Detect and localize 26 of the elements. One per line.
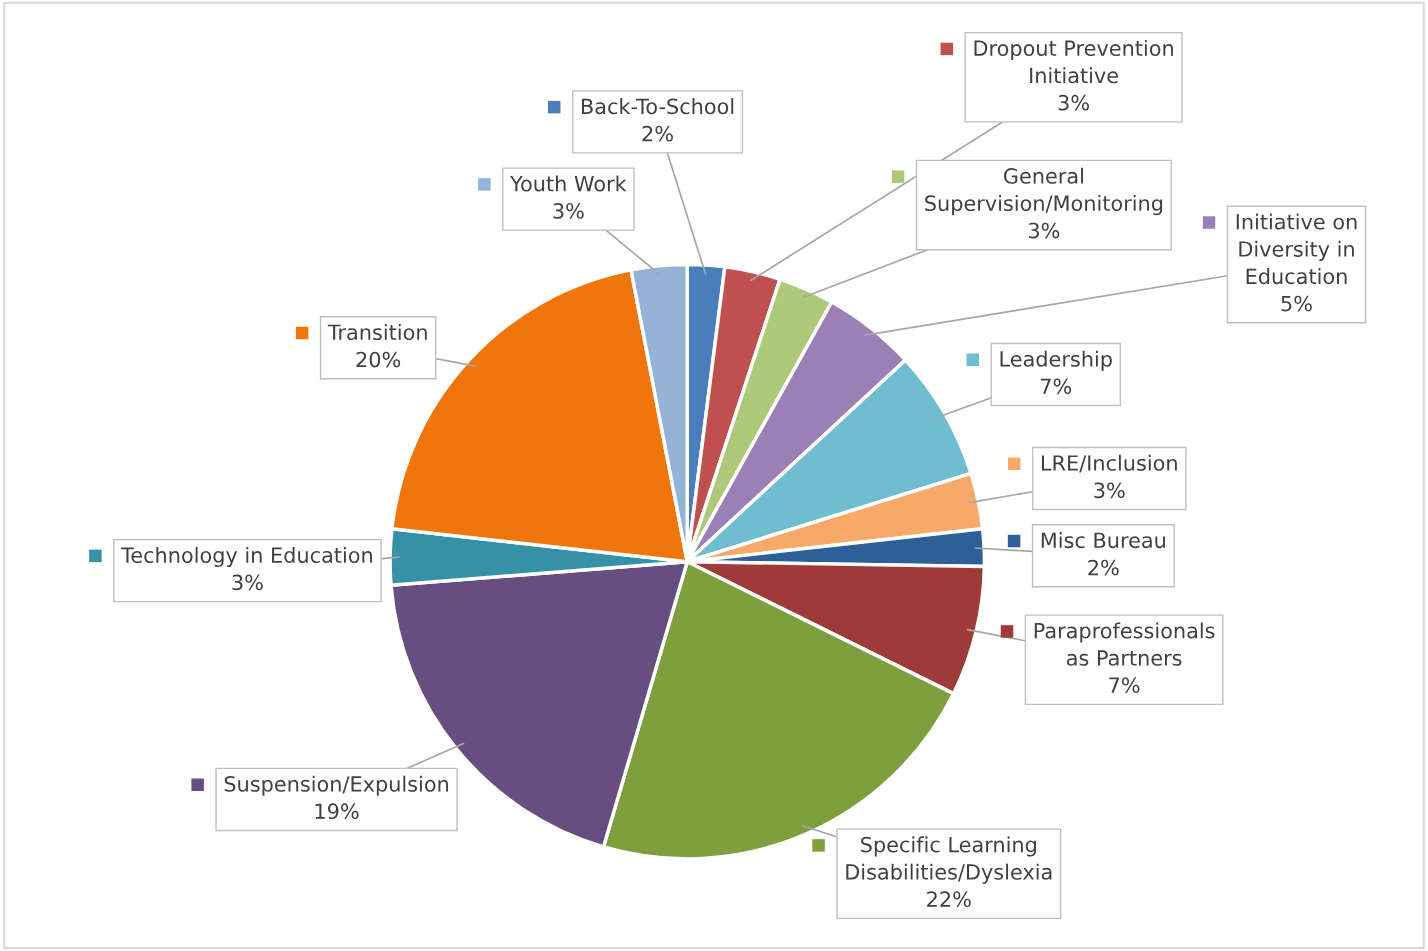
data-label: 19% [315, 803, 359, 820]
data-label: 3% [1058, 94, 1089, 111]
legend-label: Leadership [1000, 350, 1112, 371]
data-label: 3% [1028, 222, 1060, 239]
legend-label: Technology in Education [121, 546, 372, 568]
data-label: 3% [553, 203, 584, 219]
data-label: 7% [1109, 677, 1140, 694]
legend-label: Back-To-School [581, 98, 734, 115]
data-label: 3% [232, 574, 263, 591]
legend-label: Dropout Prevention Initiative [974, 39, 1173, 84]
data-label: 2% [642, 125, 673, 142]
data-label: 20% [356, 351, 401, 368]
legend-label: LRE/Inclusion [1041, 454, 1177, 473]
legend-label: Initiative on Diversity in Education [1236, 213, 1357, 285]
legend-label: Misc Bureau [1041, 532, 1165, 549]
legend-label: Paraprofessionals as Partners [1034, 622, 1215, 666]
legend-label: Transition [327, 323, 427, 341]
data-label: 2% [1088, 559, 1119, 576]
legend-label: Youth Work [510, 175, 627, 192]
data-label: 22% [927, 891, 971, 908]
data-label: 7% [1040, 378, 1072, 395]
slice-label: General Supervision/Monitoring [925, 167, 1163, 216]
data-label: 5% [1281, 295, 1312, 312]
data-label: 3% [1094, 482, 1125, 499]
legend-label: Specific Learning Disabilities/Dyslexia [846, 836, 1052, 884]
legend-label: Suspension/Expulsion [224, 775, 449, 796]
